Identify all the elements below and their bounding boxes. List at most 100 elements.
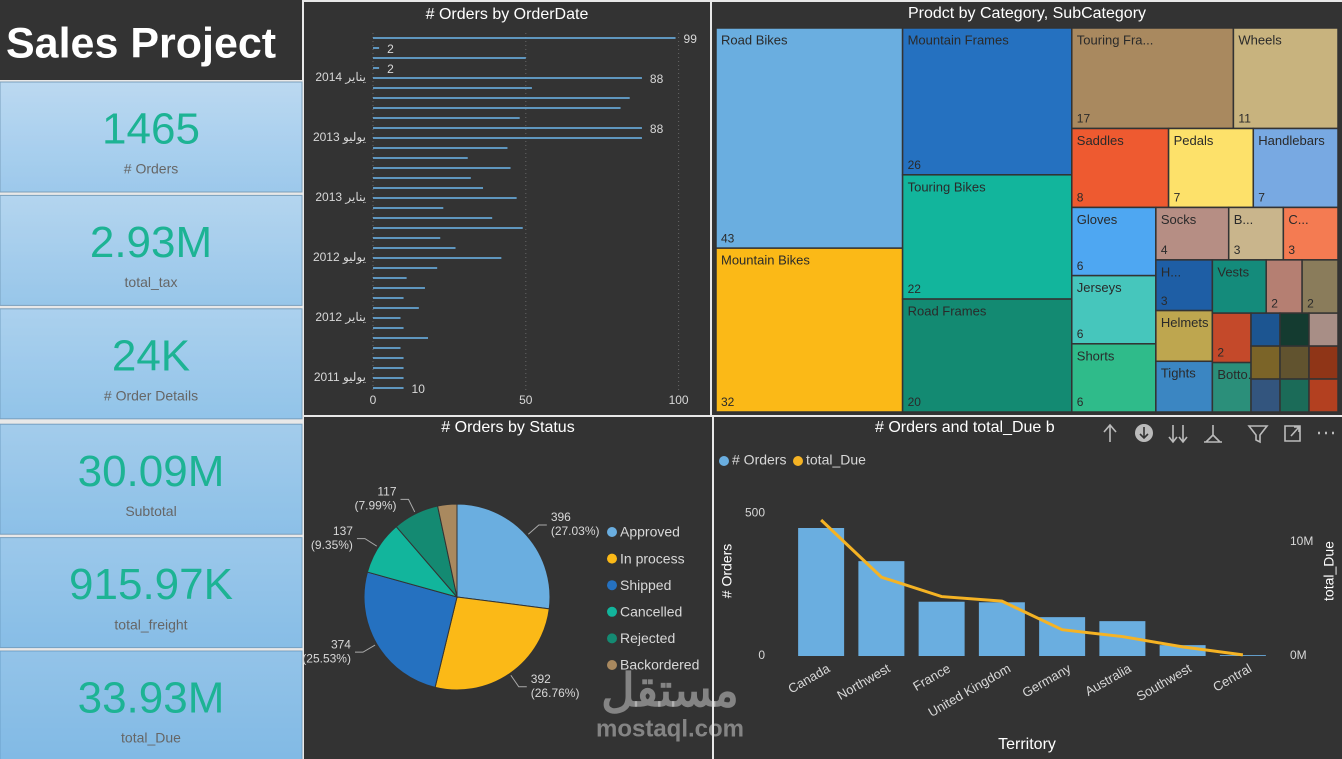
kpi-value: 24K xyxy=(112,331,190,380)
data-label: (7.99%) xyxy=(354,499,396,513)
filter-icon[interactable] xyxy=(1247,425,1269,444)
legend-marker xyxy=(607,606,617,617)
bar xyxy=(373,117,520,119)
tile-value: 2 xyxy=(1217,346,1224,360)
card-tint xyxy=(0,308,302,419)
tile-value: 6 xyxy=(1077,327,1084,341)
card-background xyxy=(0,423,303,535)
data-label: (27.03%) xyxy=(551,524,600,538)
bar xyxy=(373,367,404,369)
tile-value: 43 xyxy=(721,231,735,245)
treemap-tile xyxy=(1250,312,1281,347)
kpi-card: 24K # Order Details xyxy=(0,308,303,420)
x-tick-label: 50 xyxy=(519,393,533,407)
y-tick-label: يوليو 2012 xyxy=(313,250,366,264)
treemap-tile xyxy=(715,247,904,413)
data-label: 2 xyxy=(387,42,394,56)
treemap-tile xyxy=(901,174,1073,300)
chart-title: # Orders by Status xyxy=(441,419,574,436)
bar xyxy=(373,67,380,69)
data-label: 88 xyxy=(650,122,664,136)
treemap-tile xyxy=(1232,27,1339,130)
bar xyxy=(373,97,630,99)
kpi-value: 915.97K xyxy=(69,560,233,609)
leader-line xyxy=(510,674,527,688)
bar xyxy=(373,317,401,319)
y2-tick-label: 10M xyxy=(1290,534,1313,548)
y-tick-label: 500 xyxy=(745,505,765,519)
treemap-tile xyxy=(1071,127,1170,209)
data-label: 396 xyxy=(551,510,571,524)
legend-marker xyxy=(607,633,617,644)
tile-value: 7 xyxy=(1258,191,1265,205)
card-tint xyxy=(0,651,302,759)
tile-label: C... xyxy=(1288,212,1308,227)
kpi-card: 30.09M Subtotal xyxy=(0,423,303,535)
bar xyxy=(373,137,642,139)
bar xyxy=(373,327,404,329)
pie-slice xyxy=(437,503,458,598)
bar xyxy=(373,107,621,109)
tile-value: 6 xyxy=(1077,395,1084,409)
bar xyxy=(978,602,1025,656)
expand-icon[interactable] xyxy=(1204,425,1222,443)
x-axis-title: Territory xyxy=(998,736,1056,753)
bar xyxy=(373,277,407,279)
treemap-tile xyxy=(901,27,1073,176)
treemap-tile xyxy=(1279,312,1310,347)
tile-value: 3 xyxy=(1234,243,1241,257)
tile-label: Tights xyxy=(1161,366,1196,381)
card-tint xyxy=(0,424,302,535)
bar xyxy=(373,247,456,249)
treemap-tile xyxy=(1071,343,1157,413)
legend-marker xyxy=(607,660,617,670)
bar xyxy=(373,257,502,259)
next-level-icon[interactable] xyxy=(1168,425,1188,444)
tile-label: H... xyxy=(1161,264,1181,279)
y-tick-label: يناير 2012 xyxy=(315,310,366,324)
bar xyxy=(373,37,676,39)
tile-label: Vests xyxy=(1217,264,1249,279)
line xyxy=(820,518,1244,657)
kpi-card: 915.97K total_freight xyxy=(0,537,303,649)
bar xyxy=(373,227,523,229)
tile-value: 2 xyxy=(1271,296,1278,310)
pie-slice xyxy=(363,571,458,688)
leader-line xyxy=(400,498,416,513)
treemap-tile xyxy=(1308,378,1339,413)
card-background xyxy=(0,194,303,306)
bar xyxy=(373,127,642,129)
tile-label: Botto... xyxy=(1217,367,1258,382)
data-label: 117 xyxy=(377,485,396,499)
data-label: 88 xyxy=(650,72,664,86)
tile-label: Handlebars xyxy=(1258,133,1325,148)
legend-marker xyxy=(719,456,729,466)
bar xyxy=(373,147,508,149)
card-background xyxy=(0,81,303,193)
legend-marker xyxy=(607,527,617,537)
bar xyxy=(1159,645,1206,656)
bar xyxy=(373,177,471,179)
y-tick-label: يوليو 2013 xyxy=(313,130,366,144)
watermark: mostaql.com xyxy=(596,715,744,742)
treemap-tile xyxy=(1252,127,1339,209)
drill-up-icon[interactable] xyxy=(1103,423,1117,442)
bar xyxy=(373,47,380,49)
kpi-label: total_Due xyxy=(121,730,181,746)
tile-value: 11 xyxy=(1238,112,1251,126)
legend-label: In process xyxy=(620,550,685,566)
tile-label: Touring Fra... xyxy=(1077,32,1154,47)
bar xyxy=(373,197,517,199)
legend-label: total_Due xyxy=(806,452,866,468)
visual-toolbar[interactable] xyxy=(1103,423,1334,444)
tile-label: Touring Bikes xyxy=(908,179,987,194)
focus-icon[interactable] xyxy=(1284,425,1301,442)
kpi-card: 1465 # Orders xyxy=(0,81,303,193)
tile-value: 4 xyxy=(1161,243,1168,257)
bar xyxy=(918,601,965,656)
tile-value: 22 xyxy=(908,282,922,296)
legend-label: # Orders xyxy=(732,452,786,468)
data-label: (9.35%) xyxy=(311,538,353,552)
treemap-tile xyxy=(901,298,1073,413)
